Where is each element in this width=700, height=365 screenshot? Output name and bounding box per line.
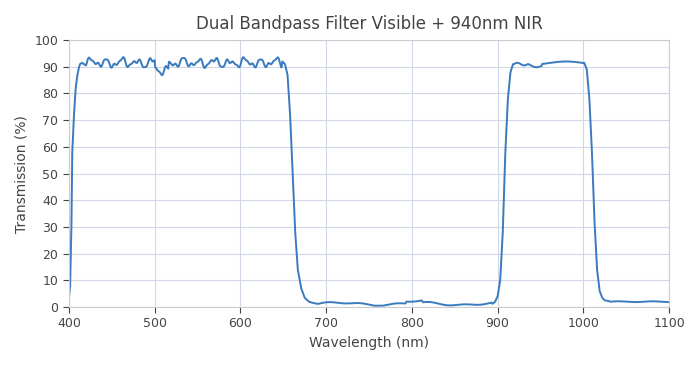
Y-axis label: Transmission (%): Transmission (%) — [15, 115, 29, 233]
X-axis label: Wavelength (nm): Wavelength (nm) — [309, 336, 429, 350]
Title: Dual Bandpass Filter Visible + 940nm NIR: Dual Bandpass Filter Visible + 940nm NIR — [195, 15, 542, 33]
